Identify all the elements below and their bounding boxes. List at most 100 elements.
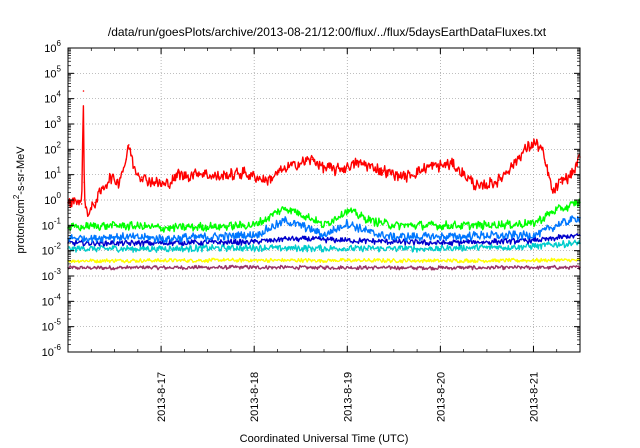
x-axis-label: Coordinated Universal Time (UTC) — [240, 433, 409, 445]
y-axis-label: protons/cm2-s-sr-MeV — [12, 146, 27, 254]
series-4-point — [439, 242, 442, 244]
series-0-point — [334, 169, 337, 171]
y-tick-label: 103 — [44, 115, 61, 131]
series-1-point — [206, 225, 209, 228]
y-tick-label: 10-2 — [42, 242, 62, 258]
y-tick-exponent: 4 — [57, 90, 62, 99]
y-tick-exponent: 0 — [57, 191, 62, 200]
series-line-5 — [67, 257, 581, 264]
y-tick-base: 10 — [42, 322, 54, 334]
y-tick-exponent: -3 — [54, 267, 62, 276]
y-tick-base: 10 — [44, 170, 56, 182]
series-2-point — [284, 220, 287, 222]
series-0-point — [183, 176, 186, 178]
series-1-point — [346, 209, 349, 211]
y-tick-exponent: -5 — [54, 318, 62, 327]
series-2-point — [532, 234, 535, 237]
series-2-point — [555, 224, 558, 227]
series-1-point — [323, 224, 325, 227]
series-2-point — [113, 236, 116, 238]
y-tick-base: 10 — [42, 271, 54, 283]
series-0-point — [559, 181, 562, 184]
series-4-point — [284, 237, 287, 240]
series-5-point — [253, 259, 255, 262]
series-0-point — [84, 206, 87, 209]
series-0-point — [128, 144, 130, 146]
series-0-point — [218, 176, 221, 178]
series-3-point — [439, 247, 442, 250]
y-tick-base: 10 — [44, 195, 56, 207]
series-0-point — [80, 203, 83, 205]
series-0-point — [133, 166, 135, 168]
series-3-point — [160, 247, 162, 250]
series-0-point — [358, 161, 360, 164]
series-0-point — [177, 171, 180, 174]
series-0-point — [82, 90, 85, 92]
y-tick-label: 106 — [44, 39, 61, 55]
series-0-point — [164, 183, 166, 186]
series-0-point — [571, 173, 573, 176]
series-line-3 — [67, 239, 581, 253]
series-0-point — [288, 166, 290, 168]
chart-title: /data/run/goesPlots/archive/2013-08-21/1… — [108, 25, 547, 39]
series-1-point — [439, 224, 442, 227]
y-tick-label: 10-3 — [42, 267, 62, 283]
series-1-point — [284, 206, 287, 209]
series-0-point — [75, 199, 77, 201]
series-2-point — [486, 234, 488, 237]
series-4-point — [532, 239, 535, 242]
series-1-point — [532, 222, 535, 225]
y-tick-label: 102 — [44, 140, 61, 156]
series-2-point — [206, 236, 209, 238]
y-tick-exponent: -2 — [54, 242, 62, 251]
x-tick-label: 2013-8-21 — [528, 372, 540, 422]
series-0-point — [404, 176, 407, 178]
y-tick-base: 10 — [44, 68, 56, 80]
y-tick-base: 10 — [42, 347, 54, 359]
series-0-point — [311, 158, 314, 161]
x-tick-label: 2013-8-19 — [342, 372, 354, 422]
series-0-point — [323, 166, 325, 168]
series-0-point — [171, 179, 174, 182]
y-tick-exponent: -6 — [54, 343, 62, 352]
y-tick-label: 101 — [44, 166, 61, 182]
series-0-point — [195, 171, 197, 174]
series-0-point — [102, 187, 104, 189]
y-tick-exponent: -4 — [54, 292, 62, 301]
series-0-point — [88, 212, 91, 214]
series-0-point — [109, 176, 112, 178]
series-0-point — [513, 161, 515, 164]
series-3-point — [253, 247, 255, 249]
series-0-point — [125, 158, 127, 161]
y-tick-exponent: 5 — [57, 64, 62, 73]
series-0-point — [83, 181, 85, 184]
series-0-point — [451, 163, 453, 166]
y-tick-label: 100 — [44, 191, 61, 207]
series-0-point — [140, 176, 143, 178]
y-tick-label: 10-6 — [42, 343, 62, 359]
series-2-point — [323, 234, 325, 237]
series-2-point — [299, 224, 302, 227]
y-tick-exponent: 6 — [57, 39, 62, 48]
y-tick-base: 10 — [42, 220, 54, 232]
series-1-point — [299, 212, 302, 214]
x-tick-label: 2013-8-18 — [249, 372, 261, 422]
y-tick-base: 10 — [44, 119, 56, 131]
series-5-point — [439, 259, 442, 262]
series-2-point — [369, 232, 372, 234]
y-tick-labels: 10-610-510-410-310-210-11001011021031041… — [42, 39, 62, 359]
y-tick-label: 105 — [44, 64, 61, 80]
series-4-point — [160, 242, 162, 244]
series-2-point — [160, 237, 162, 240]
series-0-point — [540, 146, 542, 149]
series-0-point — [152, 181, 155, 184]
y-tick-base: 10 — [44, 43, 56, 55]
data-series — [67, 90, 581, 271]
x-tick-labels: 2013-8-17 2013-8-18 2013-8-19 2013-8-20 2013… — [156, 372, 540, 422]
y-tick-exponent: 3 — [57, 115, 62, 124]
series-3-point — [346, 247, 349, 250]
series-1-point — [253, 224, 255, 227]
series-0-point — [462, 173, 465, 176]
series-1-point — [555, 209, 558, 211]
series-0-point — [497, 179, 500, 182]
